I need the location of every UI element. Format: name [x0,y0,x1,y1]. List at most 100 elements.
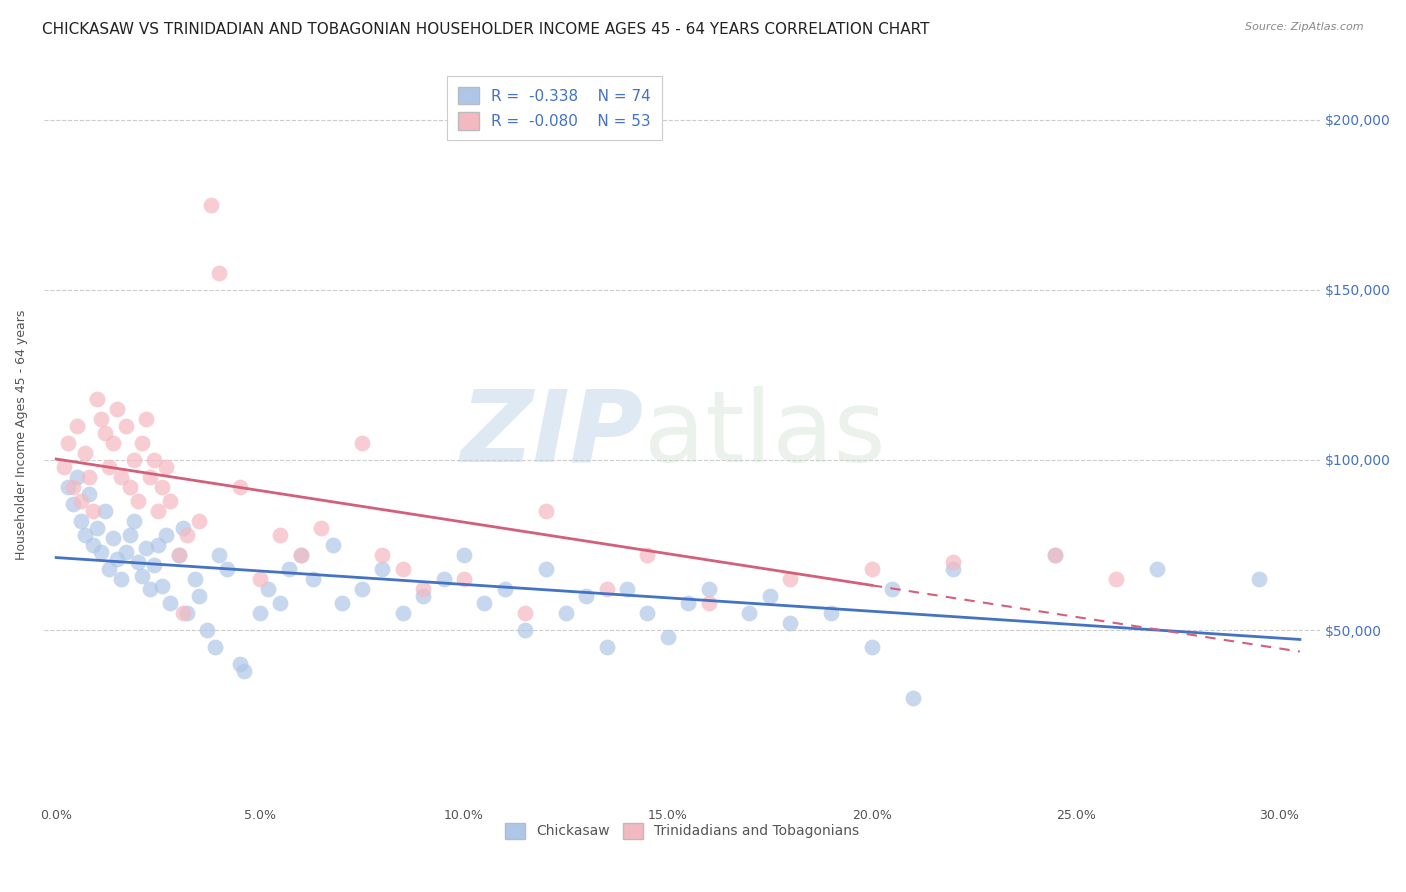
Point [146,538,169,552]
Point [135,541,157,556]
Point [172,606,194,620]
Point [676,596,699,610]
Point [302,572,325,586]
Point [98,459,121,474]
Point [62,480,84,494]
Point [167,548,190,562]
Point [65,470,87,484]
Point [350,435,373,450]
Point [1146,562,1168,576]
Point [595,640,617,654]
Point [146,504,169,518]
Point [208,266,231,280]
Point [860,640,883,654]
Point [1249,572,1271,586]
Point [77,470,100,484]
Point [412,582,434,597]
Point [82,538,104,552]
Point [269,527,291,541]
Point [65,418,87,433]
Point [159,493,181,508]
Point [738,606,761,620]
Point [150,579,173,593]
Point [114,545,136,559]
Point [657,630,679,644]
Point [131,568,153,582]
Point [513,606,536,620]
Point [759,589,782,603]
Point [118,527,141,541]
Point [139,582,162,597]
Point [942,562,965,576]
Point [172,521,194,535]
Point [494,582,516,597]
Text: CHICKASAW VS TRINIDADIAN AND TOBAGONIAN HOUSEHOLDER INCOME AGES 45 - 64 YEARS CO: CHICKASAW VS TRINIDADIAN AND TOBAGONIAN … [42,22,929,37]
Point [90,412,112,426]
Point [73,446,96,460]
Point [200,197,222,211]
Point [217,562,239,576]
Point [118,480,141,494]
Point [901,691,924,706]
Point [131,435,153,450]
Point [103,531,125,545]
Point [82,504,104,518]
Point [575,589,598,603]
Point [176,527,198,541]
Point [453,548,475,562]
Point [90,545,112,559]
Point [127,493,149,508]
Point [135,412,157,426]
Point [330,596,353,610]
Point [277,562,299,576]
Point [697,596,720,610]
Point [105,401,128,416]
Point [150,480,173,494]
Point [184,572,207,586]
Point [249,606,271,620]
Point [290,548,312,562]
Point [1105,572,1128,586]
Point [779,572,801,586]
Point [86,392,108,406]
Point [309,521,332,535]
Point [208,548,231,562]
Point [114,418,136,433]
Point [882,582,904,597]
Point [155,459,177,474]
Y-axis label: Householder Income Ages 45 - 64 years: Householder Income Ages 45 - 64 years [15,310,28,559]
Point [94,425,117,440]
Point [697,582,720,597]
Point [98,562,121,576]
Point [122,514,145,528]
Point [105,551,128,566]
Point [534,504,557,518]
Point [58,435,80,450]
Point [554,606,576,620]
Point [472,596,495,610]
Point [204,640,226,654]
Point [269,596,291,610]
Point [53,459,76,474]
Point [103,435,125,450]
Point [110,470,132,484]
Point [391,606,413,620]
Point [534,562,557,576]
Point [595,582,617,597]
Point [820,606,842,620]
Point [127,555,149,569]
Point [143,558,166,573]
Point [371,562,394,576]
Point [371,548,394,562]
Point [350,582,373,597]
Point [232,664,254,678]
Point [257,582,280,597]
Point [779,616,801,631]
Legend: Chickasaw, Trinidadians and Tobagonians: Chickasaw, Trinidadians and Tobagonians [499,817,865,845]
Point [94,504,117,518]
Point [176,606,198,620]
Point [616,582,638,597]
Point [391,562,413,576]
Point [228,480,250,494]
Point [1045,548,1067,562]
